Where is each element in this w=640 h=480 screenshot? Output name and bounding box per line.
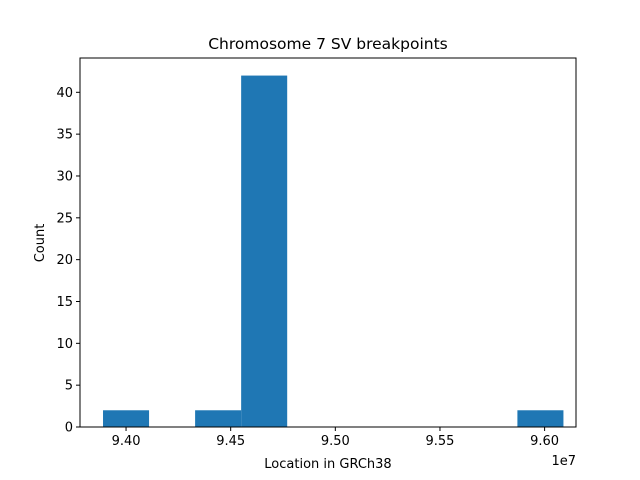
x-axis: 9.40 9.45 9.50 9.55 9.60 (112, 427, 559, 449)
y-tick-label-1: 5 (65, 379, 73, 394)
y-axis-label: Count (33, 224, 48, 263)
y-tick-label-8: 40 (56, 86, 73, 101)
bars-layer (103, 75, 564, 427)
histogram-bar-9 (517, 410, 564, 427)
y-tick-label-5: 25 (56, 211, 73, 226)
y-axis: 0 5 10 15 20 25 30 35 40 (56, 86, 80, 436)
histogram-bar-0 (103, 410, 150, 427)
plot-frame (79, 57, 577, 428)
y-tick-label-0: 0 (65, 421, 73, 436)
y-tick-label-6: 30 (56, 169, 73, 184)
x-tick-label-0: 9.40 (112, 434, 141, 449)
x-axis-offset-label: 1e7 (551, 454, 576, 469)
x-tick-label-1: 9.45 (216, 434, 245, 449)
chart-title: Chromosome 7 SV breakpoints (208, 35, 448, 53)
y-tick-label-7: 35 (56, 128, 73, 143)
y-tick-label-3: 15 (56, 295, 73, 310)
y-tick-label-4: 20 (56, 253, 73, 268)
x-tick-label-3: 9.55 (425, 434, 454, 449)
y-tick-label-2: 10 (56, 337, 73, 352)
histogram-bar-2 (195, 410, 242, 427)
histogram-bar-3 (241, 75, 288, 427)
x-axis-label: Location in GRCh38 (264, 457, 391, 472)
x-tick-label-2: 9.50 (321, 434, 350, 449)
x-tick-label-4: 9.60 (530, 434, 559, 449)
